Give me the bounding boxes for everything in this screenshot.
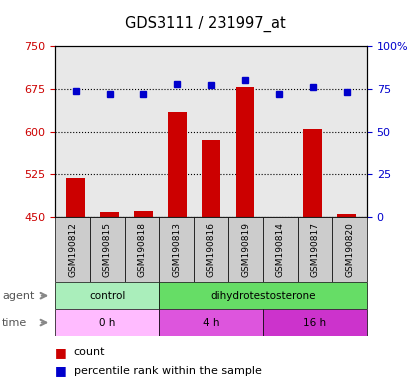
Bar — [55, 282, 159, 309]
Bar — [201, 140, 220, 217]
Text: GSM190819: GSM190819 — [240, 222, 249, 277]
Text: GDS3111 / 231997_at: GDS3111 / 231997_at — [124, 15, 285, 31]
Text: percentile rank within the sample: percentile rank within the sample — [74, 366, 261, 376]
Text: GSM190813: GSM190813 — [172, 222, 181, 277]
Bar — [235, 87, 254, 217]
Text: GSM190817: GSM190817 — [310, 222, 319, 277]
Bar — [55, 309, 159, 336]
Text: 4 h: 4 h — [202, 318, 219, 328]
Text: GSM190812: GSM190812 — [68, 222, 77, 277]
Bar — [337, 214, 355, 217]
Text: GSM190814: GSM190814 — [275, 222, 284, 277]
Bar — [55, 217, 90, 282]
Bar — [332, 217, 366, 282]
Bar — [168, 112, 186, 217]
Bar — [263, 217, 297, 282]
Bar — [100, 212, 119, 217]
Text: dihydrotestosterone: dihydrotestosterone — [210, 291, 315, 301]
Bar — [193, 217, 228, 282]
Bar — [303, 129, 321, 217]
Text: GSM190815: GSM190815 — [103, 222, 112, 277]
Bar — [263, 309, 366, 336]
Text: ■: ■ — [55, 364, 67, 377]
Text: GSM190818: GSM190818 — [137, 222, 146, 277]
Text: agent: agent — [2, 291, 34, 301]
Bar — [159, 217, 193, 282]
Text: count: count — [74, 347, 105, 357]
Bar — [66, 178, 85, 217]
Text: ■: ■ — [55, 346, 67, 359]
Text: GSM190816: GSM190816 — [206, 222, 215, 277]
Bar — [90, 217, 124, 282]
Text: control: control — [89, 291, 125, 301]
Text: time: time — [2, 318, 27, 328]
Bar — [159, 282, 366, 309]
Bar — [228, 217, 263, 282]
Text: GSM190820: GSM190820 — [344, 222, 353, 277]
Bar — [297, 217, 332, 282]
Text: 16 h: 16 h — [303, 318, 326, 328]
Bar — [134, 211, 152, 217]
Bar — [124, 217, 159, 282]
Bar — [159, 309, 263, 336]
Bar — [269, 217, 288, 218]
Text: 0 h: 0 h — [99, 318, 115, 328]
